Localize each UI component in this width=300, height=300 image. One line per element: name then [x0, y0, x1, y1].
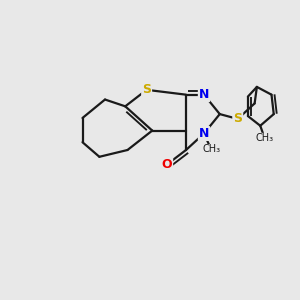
- Text: CH₃: CH₃: [256, 134, 274, 143]
- Text: O: O: [162, 158, 172, 171]
- Text: N: N: [199, 127, 209, 140]
- Text: CH₃: CH₃: [203, 145, 221, 154]
- Text: S: S: [233, 112, 242, 125]
- Text: S: S: [142, 83, 151, 96]
- Text: N: N: [199, 88, 209, 101]
